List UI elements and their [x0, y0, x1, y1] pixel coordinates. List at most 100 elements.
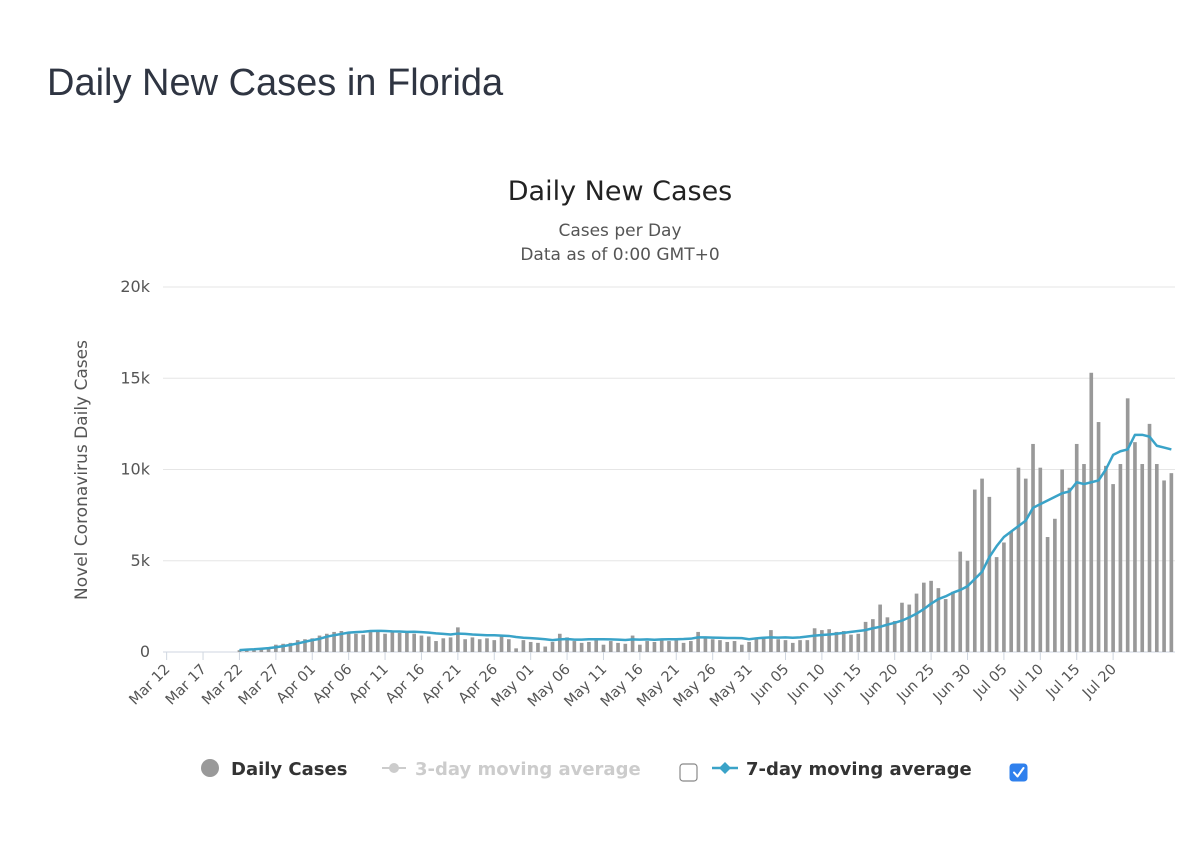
bar: [346, 631, 351, 652]
bar: [674, 640, 679, 652]
bar: [528, 641, 533, 652]
bar: [1082, 464, 1086, 652]
bar: [1133, 442, 1137, 652]
bar: [579, 642, 584, 652]
bar: [361, 634, 366, 652]
x-tick-label: Apr 11: [347, 662, 392, 707]
bar: [747, 641, 751, 652]
bar: [681, 642, 686, 652]
bar: [790, 642, 795, 652]
x-tick-label: Jul 20: [1079, 662, 1120, 703]
y-tick-label: 15k: [120, 368, 150, 387]
legend-item-3-day-average[interactable]: 3-day moving average: [382, 759, 641, 780]
bar: [798, 640, 802, 652]
bar: [951, 591, 955, 652]
bar: [237, 650, 242, 652]
bar: [922, 582, 926, 652]
bar: [310, 638, 315, 652]
legend-item-daily-cases[interactable]: Daily Cases: [201, 759, 347, 780]
x-tick-label: Apr 06: [310, 662, 355, 707]
bar: [565, 637, 569, 652]
3-day-legend-marker: [389, 763, 399, 773]
bar: [1104, 465, 1108, 652]
bar: [536, 642, 540, 652]
x-tick-label: Jun 05: [748, 662, 792, 706]
bar: [419, 635, 424, 652]
bar: [485, 638, 489, 652]
bar: [623, 643, 628, 652]
bar: [448, 637, 453, 652]
bar: [1089, 372, 1094, 652]
bar: [514, 648, 518, 652]
bar: [769, 630, 773, 652]
x-tick-label: Jun 30: [930, 662, 974, 706]
bar: [594, 639, 599, 652]
bar: [572, 641, 577, 652]
bar: [470, 637, 475, 652]
bar: [834, 631, 839, 652]
y-tick-label: 20k: [120, 277, 150, 296]
bar: [441, 638, 446, 652]
bar: [761, 637, 766, 652]
7-day-average-checkbox[interactable]: [1009, 763, 1028, 782]
bar: [1002, 542, 1006, 652]
bar: [783, 640, 788, 652]
bar: [1060, 469, 1064, 652]
bar: [805, 640, 810, 652]
daily-cases-legend-marker: [201, 759, 219, 777]
bar: [492, 640, 497, 652]
bar: [958, 551, 963, 652]
bar: [521, 640, 526, 652]
x-tick-label: Jul 10: [1006, 662, 1047, 703]
bar: [638, 644, 642, 652]
bar: [324, 633, 329, 652]
bar: [266, 647, 271, 652]
bar: [397, 632, 402, 652]
gridlines: [163, 286, 1175, 653]
bar: [943, 599, 948, 652]
bar: [1023, 478, 1028, 652]
x-tick-label: Jun 25: [894, 662, 938, 706]
bar: [1016, 467, 1021, 652]
bar: [412, 633, 416, 652]
legend-item-7-day-average[interactable]: 7-day moving average: [712, 759, 972, 780]
bar: [732, 641, 737, 652]
3-day-average-checkbox[interactable]: [679, 763, 698, 782]
bar: [725, 641, 730, 652]
bar: [812, 628, 817, 652]
legend: Daily Cases 3-day moving average 7-day m…: [201, 759, 1028, 782]
x-tick-label: Jun 20: [857, 662, 901, 706]
bar: [259, 648, 264, 652]
bar: [972, 489, 977, 652]
bar: [1053, 518, 1057, 652]
chart-subtitle-line-2: Data as of 0:00 GMT+0: [520, 245, 719, 265]
bar: [696, 631, 700, 652]
bar: [1111, 484, 1115, 652]
bar: [710, 639, 715, 652]
chart-subtitle-line-1: Cases per Day: [558, 221, 681, 241]
bar: [987, 496, 992, 652]
chart-title: Daily New Cases: [508, 176, 733, 207]
bar: [936, 588, 941, 652]
x-tick-label: Jun 10: [784, 662, 828, 706]
bar: [390, 631, 395, 652]
bar: [1118, 464, 1123, 652]
x-tick-label: Apr 01: [274, 662, 319, 707]
daily-cases-bars: [237, 372, 1174, 652]
x-tick-label: Apr 21: [419, 662, 464, 707]
bar: [550, 641, 555, 652]
bar: [645, 641, 649, 652]
bar: [892, 620, 897, 652]
page-title: Daily New Cases in Florida: [47, 62, 504, 104]
bar: [426, 636, 431, 652]
checkmark-icon: [1013, 767, 1025, 778]
y-tick-label: 5k: [131, 551, 151, 570]
bar: [1096, 422, 1101, 652]
bar: [659, 639, 664, 652]
daily-cases-legend-label: Daily Cases: [231, 759, 347, 780]
bar: [303, 639, 307, 652]
bar: [354, 633, 358, 652]
7-day-legend-label: 7-day moving average: [746, 759, 972, 780]
